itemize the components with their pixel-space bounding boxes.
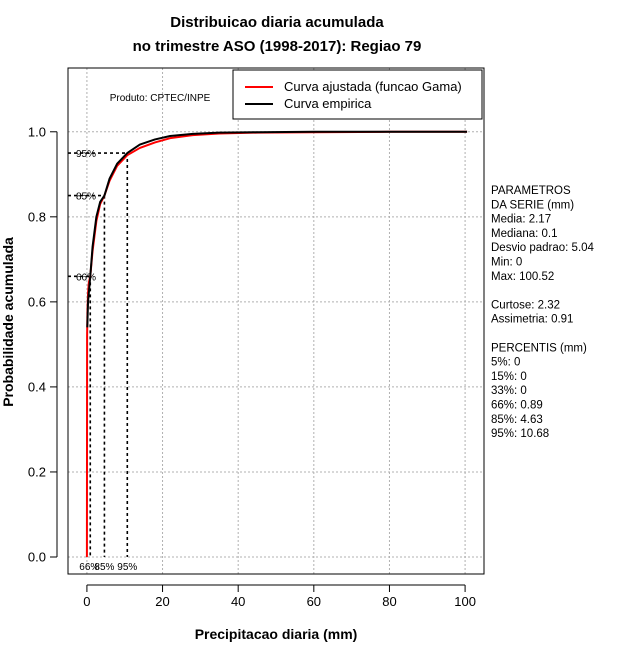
statistics-line: 66%: 0.89 [491,400,543,412]
y-tick-label: 0.0 [28,549,46,564]
x-tick-label: 0 [83,594,90,609]
fitted-gamma-curve [85,130,468,557]
plot-frame [67,67,485,575]
statistics-line: Assimetria: 0.91 [491,314,573,326]
statistics-line: PARAMETROS [491,185,571,197]
statistics-line: Mediana: 0.1 [491,228,558,240]
axes: 0 20 40 60 80 100 0.0 0.2 0.4 0.6 0.8 1.0 [28,124,476,609]
x-tick-label: 60 [307,594,321,609]
y-tick-label: 1.0 [28,124,46,139]
grid-lines [68,68,484,574]
statistics-line: 33%: 0 [491,385,527,397]
x-tick-label: 80 [382,594,396,609]
legend-box [232,69,483,120]
statistics-line: Media: 2.17 [491,214,551,226]
chart-title-line-1: Distribuicao diaria acumulada [170,14,384,31]
statistics-line: Desvio padrao: 5.04 [491,242,595,254]
y-tick-label: 0.2 [28,464,46,479]
chart-title-line-2: no trimestre ASO (1998-2017): Regiao 79 [133,38,422,55]
statistics-line: 85%: 4.63 [491,414,543,426]
legend-label-empirical: Curva empirica [284,96,372,111]
percentile-x-label: 66% [79,562,99,573]
statistics-line: 15%: 0 [491,371,527,383]
statistics-line: Min: 0 [491,257,522,269]
x-tick-label: 20 [155,594,169,609]
product-label: Produto: CPTEC/INPE [110,93,211,104]
statistics-line: Curtose: 2.32 [491,299,560,311]
x-tick-label: 40 [231,594,245,609]
y-tick-label: 0.6 [28,294,46,309]
statistics-panel: PARAMETROS DA SERIE (mm) Media: 2.17 Medi… [491,185,595,440]
percentile-y-label: 85% [76,192,96,203]
percentile-y-label: 66% [76,272,96,283]
legend-label-fitted: Curva ajustada (funcao Gama) [284,79,462,94]
statistics-line: 95%: 10.68 [491,428,549,440]
percentile-guides: 66%66%85%85%95%95% [68,149,137,573]
statistics-line: DA SERIE (mm) [491,199,574,211]
percentile-x-label: 85% [94,562,114,573]
y-tick-label: 0.4 [28,379,46,394]
statistics-line: PERCENTIS (mm) [491,342,587,354]
series-lines [85,130,468,557]
x-tick-label: 100 [454,594,476,609]
percentile-x-label: 95% [117,562,137,573]
x-axis-title: Precipitacao diaria (mm) [195,626,358,642]
percentile-y-label: 95% [76,149,96,160]
y-tick-label: 0.8 [28,209,46,224]
y-axis-title: Probabilidade acumulada [0,237,16,407]
empirical-curve [86,130,468,328]
legend: Curva ajustada (funcao Gama) Curva empir… [232,69,483,120]
statistics-line: Max: 100.52 [491,271,554,283]
statistics-line: 5%: 0 [491,357,520,369]
